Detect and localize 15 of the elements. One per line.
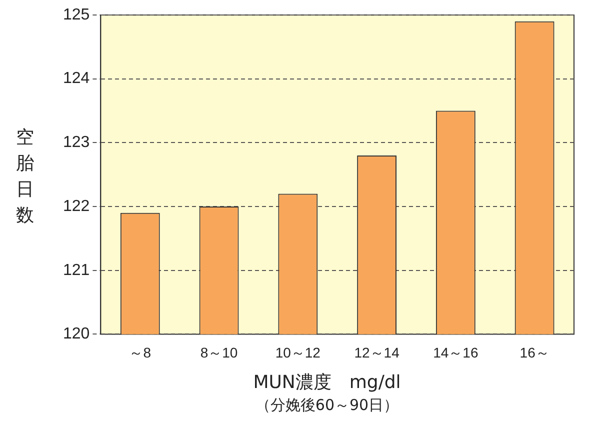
x-tick-label: 14～16 bbox=[433, 344, 478, 360]
y-tick-label: 120 bbox=[62, 326, 90, 343]
y-tick-label: 121 bbox=[62, 262, 90, 279]
text: （分娩後60～90日） bbox=[254, 396, 400, 415]
y-tick-label: 123 bbox=[62, 134, 90, 152]
x-tick-label: ～8 bbox=[129, 344, 152, 360]
y-tick-label: 122 bbox=[62, 198, 90, 215]
y-tick-label: 125 bbox=[62, 6, 90, 24]
y-axis-title: 空胎日数 bbox=[15, 126, 35, 228]
x-axis-title: MUN濃度 mg/dl bbox=[252, 371, 402, 394]
x-tick-label: 12～14 bbox=[354, 344, 400, 360]
x-tick-label: 8～10 bbox=[200, 344, 238, 360]
x-tick-label: 16～ bbox=[520, 344, 550, 360]
x-tick-label: 10～12 bbox=[275, 344, 321, 360]
y-tick-label: 124 bbox=[62, 70, 90, 88]
